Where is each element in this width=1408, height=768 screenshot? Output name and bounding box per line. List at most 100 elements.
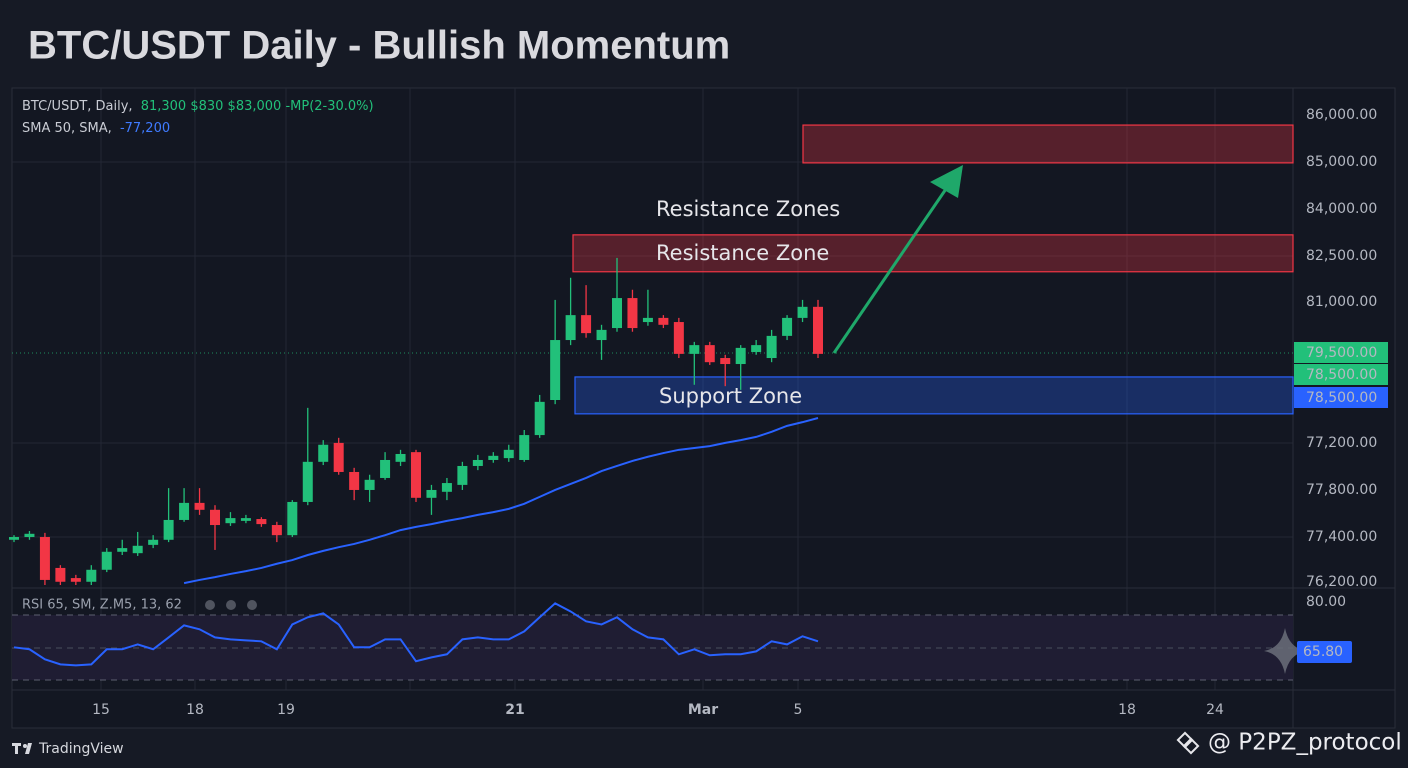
indicator-lines [13,417,819,667]
candle-body [380,459,391,478]
price-label: 85,000.00 [1306,154,1377,170]
price-label: 77,400.00 [1306,529,1377,545]
candle-body [117,548,128,552]
candle-body [225,518,236,524]
candle-body [210,509,220,526]
candle-body [132,545,143,554]
candle-body [426,489,437,498]
candle-body [70,578,81,582]
candle-body [534,401,545,436]
page-title: BTC/USDT Daily - Bullish Momentum [28,24,730,68]
candle-body [9,537,19,540]
trend-arrow [832,165,963,354]
candle-body [364,479,375,490]
zones [572,124,1294,415]
legend-rsi: RSI 65, SM, Z.M5, 13, 62 [22,598,182,613]
price-label: 82,500.00 [1306,248,1377,264]
icon-part [1176,731,1194,749]
time-label: 18 [186,702,204,718]
candle-body [673,322,684,354]
candle-body [441,483,452,492]
candle-body [24,533,35,538]
price-label: 81,000.00 [1306,294,1377,310]
candle-body [472,459,483,466]
credit-icon [1176,731,1200,755]
candle-body [240,518,251,521]
candle-body [596,329,607,341]
annotation: Resistance Zone [656,241,829,265]
candle-body [782,317,793,336]
price-label: 84,000.00 [1306,201,1377,217]
rsi-badge-label: 65.80 [1303,644,1343,660]
candle-body [148,539,159,545]
candle-body [411,452,421,498]
candle-body [395,453,406,462]
candle-body [349,471,360,490]
candles [9,257,823,585]
candle-body [550,340,561,401]
logo-part [15,743,18,754]
candle-body [627,298,638,329]
legend-symbol: BTC/USDT, Daily, [22,99,133,114]
candle-body [488,455,499,460]
candle-body [689,345,700,354]
price-badge-label: 78,500.00 [1306,367,1377,383]
candle-body [302,461,313,502]
time-label: 19 [277,702,295,718]
arrow-shaft [832,185,950,354]
logo-part [25,743,32,754]
arrow-head [930,165,963,198]
legend-line: BTC/USDT, Daily, 81,300 $830 $83,000 -MP… [22,99,374,114]
candle-body [333,442,344,472]
candle-body [179,502,190,520]
price-label: 86,000.00 [1306,107,1377,123]
legend-line: SMA 50, SMA, -77,200 [22,121,170,136]
candle-body [271,525,282,536]
candle-body [318,444,329,462]
rsi-label: 80.00 [1306,594,1346,610]
candle-body [658,317,669,325]
legend-sma: SMA 50, SMA, [22,121,112,136]
chart-panel [11,87,1396,729]
zone [572,234,1294,273]
candle-body [519,435,530,460]
legend-ohlc: 81,300 $830 $83,000 -MP(2-30.0%) [141,99,374,114]
brand-logo [12,743,32,754]
price-badge [1294,364,1388,385]
candle-body [565,315,576,341]
candle-body [797,306,808,318]
time-label: 5 [794,702,803,718]
price-badge [1294,342,1388,363]
candle-body [55,567,66,582]
candle-body [256,519,267,525]
candle-body [101,551,112,570]
price-badge [1294,387,1388,408]
time-label: 18 [1118,702,1136,718]
legend-dot [247,600,257,610]
candle-body [813,306,823,354]
time-label: 15 [92,702,110,718]
price-label: 76,200.00 [1306,574,1377,590]
logo-part [23,744,27,748]
sparkle-icon [1264,628,1306,674]
candle-body [194,502,205,510]
candle-body [39,537,50,580]
annotation: Support Zone [659,384,802,408]
price-label: 77,800.00 [1306,482,1377,498]
rsi-line [13,602,819,667]
candle-body [642,317,653,323]
price-badge-label: 78,500.00 [1306,390,1377,406]
zone [802,124,1294,164]
candle-body [86,569,97,582]
grid [12,88,1293,690]
legend-sma-value: -77,200 [120,121,170,136]
rsi-badge [1297,641,1352,663]
candle-body [581,315,592,334]
icon-part [1182,737,1200,755]
candle-body [612,298,622,329]
candle-body [503,449,514,459]
brand-name: TradingView [38,741,124,757]
candle-body [163,519,174,540]
annotation: Resistance Zones [656,197,840,221]
credit: @ P2PZ_protocol [1208,730,1402,756]
